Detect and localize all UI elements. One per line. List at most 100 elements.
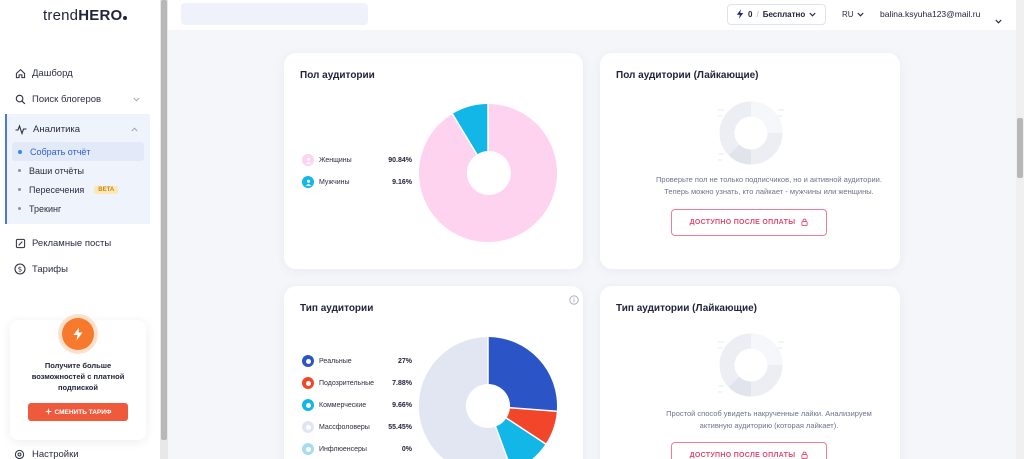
search-icon — [14, 93, 26, 105]
subitem-label: Трекинг — [29, 203, 62, 214]
sidebar-subitem-your-reports[interactable]: Ваши отчёты — [12, 161, 144, 180]
donut-slice-male[interactable] — [452, 104, 488, 155]
bullet-icon — [18, 169, 21, 172]
chevron-down-icon — [856, 10, 864, 19]
subitem-label: Собрать отчёт — [30, 146, 91, 157]
gear-icon — [14, 449, 26, 459]
language-label: RU — [842, 10, 854, 19]
sidebar-item-analytics[interactable]: Аналитика — [7, 116, 150, 142]
sidebar-item-ad-posts[interactable]: Рекламные посты — [0, 230, 160, 256]
sidebar-item-label: Тарифы — [32, 263, 68, 275]
language-selector[interactable]: RU — [842, 10, 864, 19]
subitem-label: Ваши отчёты — [29, 165, 84, 176]
sidebar-item-label: Аналитика — [33, 123, 81, 135]
sidebar-subitem-collect-report[interactable]: Собрать отчёт — [12, 142, 144, 161]
legend-label: Женщины — [319, 156, 352, 164]
sidebar-scrollbar[interactable] — [160, 0, 168, 459]
legend-value: 9.16% — [392, 179, 412, 186]
donut-slice-real[interactable] — [488, 337, 557, 412]
legend-label: Массфоловеры — [319, 423, 370, 431]
donut-slice-female[interactable] — [419, 104, 558, 242]
legend-item-female: Женщины — [302, 154, 352, 166]
user-email[interactable]: balina.ksyuha123@mail.ru — [880, 9, 981, 19]
locked-description-line: Теперь можно узнать, кто лайкает - мужчи… — [664, 187, 874, 196]
beta-badge: BETA — [94, 185, 119, 194]
legend-value: 27% — [397, 358, 412, 365]
available-after-payment-button[interactable]: ДОСТУПНО ПОСЛЕ ОПЛАТЫ — [671, 442, 827, 459]
legend-label: Реальные — [319, 357, 352, 365]
sidebar-item-search-bloggers[interactable]: Поиск блогеров — [0, 86, 160, 112]
analytics-group: Аналитика Собрать отчёт Ваши отчёты Пере… — [5, 114, 150, 224]
donut-slice-suspicious[interactable] — [506, 407, 557, 444]
bullet-icon — [18, 188, 21, 191]
plan-name: Бесплатно — [762, 10, 806, 19]
plan-separator: / — [756, 10, 759, 19]
logo-dot — [123, 16, 128, 20]
chevron-down-icon — [809, 10, 816, 19]
sidebar-subitem-intersections[interactable]: Пересечения BETA — [12, 180, 144, 199]
bullet-icon — [18, 149, 22, 154]
scrollbar-thumb[interactable] — [1017, 118, 1023, 178]
legend-value: 9.66% — [392, 402, 412, 409]
promo-text: Получите больше возможностей с платной п… — [31, 361, 125, 392]
locked-description-line: Проверьте пол не только подписчиков, но … — [656, 175, 882, 184]
legend-value: 55.45% — [388, 424, 412, 431]
legend-label: Подозрительные — [319, 379, 374, 387]
card-title: Пол аудитории (Лайкающие) — [616, 70, 759, 81]
sidebar-item-tariffs[interactable]: $ Тарифы — [0, 256, 160, 282]
logo-bold: HERO — [78, 7, 123, 24]
plan-selector[interactable]: 0 / Бесплатно — [727, 4, 826, 25]
user-icon — [302, 421, 314, 433]
audience-type-likers-card: Тип аудитории (Лайкающие) Простой способ… — [600, 286, 900, 459]
chevron-down-icon — [133, 94, 140, 105]
gender-donut-chart — [419, 104, 558, 242]
gender-likers-card: Пол аудитории (Лайкающие) Проверьте пол … — [600, 53, 900, 269]
lock-icon — [801, 218, 808, 228]
legend-value: 90.84% — [388, 157, 412, 164]
lightning-icon — [62, 318, 94, 350]
sidebar-nav: Дашборд Поиск блогеров Аналитика — [0, 60, 160, 282]
upgrade-promo: Получите больше возможностей с платной п… — [10, 318, 146, 440]
svg-text:$: $ — [18, 266, 22, 274]
edit-square-icon — [14, 237, 26, 249]
sidebar-item-label: Поиск блогеров — [32, 93, 102, 105]
sidebar-item-label: Рекламные посты — [32, 237, 112, 249]
legend-label: Коммерческие — [319, 401, 367, 409]
top-header: 0 / Бесплатно RU balina.ksyuha123@mail.r… — [168, 0, 1016, 30]
info-icon[interactable] — [569, 292, 579, 310]
bullet-icon — [18, 207, 21, 210]
main-scrollbar[interactable] — [1016, 0, 1024, 459]
legend-item-commercial: Коммерческие — [302, 399, 366, 411]
home-icon — [14, 67, 26, 79]
available-after-payment-button[interactable]: ДОСТУПНО ПОСЛЕ ОПЛАТЫ — [671, 209, 827, 236]
dollar-circle-icon: $ — [14, 263, 26, 275]
legend-item-male: Мужчины — [302, 176, 350, 188]
chevron-down-icon[interactable] — [995, 11, 1002, 29]
locked-description-line: Простой способ увидеть накрученные лайки… — [666, 409, 872, 418]
card-title: Пол аудитории — [300, 70, 375, 81]
user-icon — [302, 377, 314, 389]
donut-slice-commercial[interactable] — [495, 418, 546, 459]
legend-item-massfollowers: Массфоловеры — [302, 421, 370, 433]
donut-slice-massfollowers[interactable] — [418, 336, 512, 459]
button-label: ДОСТУПНО ПОСЛЕ ОПЛАТЫ — [689, 452, 796, 459]
sidebar-item-label: Настройки — [32, 449, 79, 459]
logo[interactable]: trendHERO — [43, 7, 128, 24]
sidebar-item-dashboard[interactable]: Дашборд — [0, 60, 160, 86]
sidebar-subitem-tracking[interactable]: Трекинг — [12, 199, 144, 218]
sidebar-item-settings[interactable]: Настройки — [14, 449, 79, 459]
sidebar: trendHERO Дашборд Поиск блогеров Аналити… — [0, 0, 160, 459]
gender-card: Пол аудитории Женщины 90.84% Мужчины 9.1… — [284, 53, 583, 269]
logo-light: trend — [43, 7, 79, 24]
user-icon — [302, 443, 314, 455]
scrollbar-thumb[interactable] — [161, 0, 167, 440]
sparkle-icon — [44, 407, 52, 417]
search-input[interactable] — [181, 3, 368, 25]
legend-label: Инфлюенсеры — [319, 445, 367, 453]
audience-type-donut-chart — [418, 336, 557, 459]
placeholder-donut-icon — [718, 101, 784, 165]
lock-icon — [801, 451, 808, 459]
audience-type-card: Тип аудитории Реальные 27% Подозрительны… — [284, 286, 583, 459]
user-icon — [302, 399, 314, 411]
change-tariff-button[interactable]: СМЕНИТЬ ТАРИФ — [28, 403, 128, 421]
